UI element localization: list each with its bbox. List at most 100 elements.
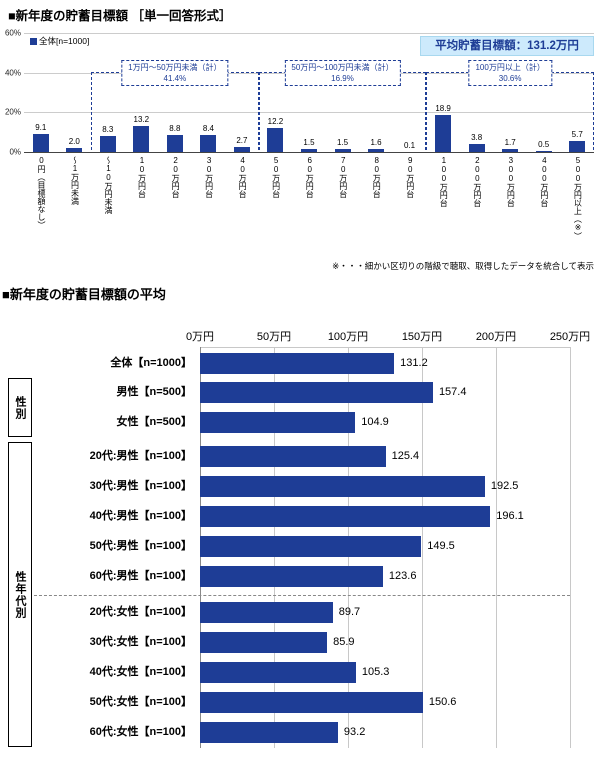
bar: [200, 135, 217, 152]
x-axis-category-text: 400万円台: [539, 156, 549, 207]
x-axis-category-text: 40万円台: [238, 156, 248, 198]
bar: [200, 476, 485, 497]
averages-plot-top-border: [200, 347, 570, 348]
legend: 全体[n=1000]: [30, 35, 89, 47]
bar-value-label: 89.7: [338, 606, 361, 618]
bar-value-label: 1.7: [504, 137, 516, 147]
bar: [200, 382, 433, 403]
row-group-label: 性年代別: [14, 570, 26, 619]
bar-value-label: 0.5: [538, 140, 550, 149]
x-axis-category-text: 70万円台: [338, 156, 348, 198]
x-tick-label: 250万円: [549, 331, 591, 343]
bar: [200, 506, 491, 527]
annotation-range-label: 1万円～50万円未満（計）: [128, 63, 222, 72]
x-axis-category-label: 10万円台: [125, 156, 159, 264]
x-axis-category-label: 500万円以上（※）: [560, 156, 594, 264]
bar-value-label: 105.3: [361, 666, 390, 678]
bar: [200, 632, 328, 653]
row-group-box: 性別: [8, 378, 32, 437]
y-tick-label: 60%: [4, 28, 21, 38]
x-axis-category-label: 60万円台: [292, 156, 326, 264]
row-label: 20代:男性【n=100】: [89, 450, 192, 462]
x-axis-category-text: 60万円台: [305, 156, 315, 198]
legend-label: 全体[n=1000]: [39, 36, 90, 46]
bar: [200, 722, 338, 743]
bar-value-label: 2.0: [68, 137, 80, 147]
x-tick-label: 0万円: [185, 331, 215, 343]
bar: [368, 148, 385, 152]
row-group-label: 性別: [14, 395, 26, 420]
bar: [401, 151, 418, 152]
annotation-range-label: 50万円～100万円未満（計）: [291, 63, 394, 72]
annotation-label-box: 100万円以上（計） 30.6%: [468, 60, 552, 87]
averages-chart-title: ■新年度の貯蓄目標額の平均: [2, 287, 166, 302]
x-axis-category-label: 100万円台: [426, 156, 460, 264]
bar-value-label: 1.5: [303, 138, 315, 148]
bar-value-label: 85.9: [333, 636, 355, 648]
annotation-label-box: 50万円～100万円未満（計） 16.9%: [284, 60, 401, 87]
x-axis-category-text: 20万円台: [171, 156, 181, 198]
x-axis-category-label: 80万円台: [359, 156, 393, 264]
bar: [200, 412, 356, 433]
x-axis-category-label: 300万円台: [493, 156, 527, 264]
annotation-label-box: 1万円～50万円未満（計） 41.4%: [121, 60, 229, 87]
annotation-total-value: 30.6%: [498, 74, 522, 84]
bar-value-label: 5.7: [571, 129, 583, 139]
bar-value-label: 125.4: [391, 450, 420, 462]
distribution-chart-title: ■新年度の貯蓄目標額 ［単一回答形式］: [8, 9, 232, 23]
row-label: 全体【n=1000】: [110, 357, 192, 369]
y-tick-label: 0%: [9, 147, 21, 157]
x-axis-category-text: ～10万円未満: [104, 156, 113, 214]
bar: [32, 133, 49, 152]
row-label: 40代:女性【n=100】: [89, 666, 192, 678]
annotation-range-label: 100万円以上（計）: [475, 63, 545, 72]
x-axis-category-text: ～1万円未満: [70, 156, 80, 205]
gridline: [570, 347, 571, 748]
x-tick-label: 150万円: [401, 331, 443, 343]
bar: [200, 692, 423, 713]
bar: [200, 446, 386, 467]
annotation-total-value: 16.9%: [331, 74, 354, 84]
y-tick-label: 40%: [4, 68, 21, 78]
bar: [301, 149, 317, 152]
bar: [535, 151, 552, 152]
bar: [233, 146, 250, 152]
bar-value-label: 13.2: [133, 114, 150, 124]
bar: [99, 135, 116, 152]
y-tick-label: 20%: [4, 107, 21, 117]
x-axis-category-text: 0円（目標額なし）: [36, 156, 46, 229]
gridline: [496, 347, 497, 748]
bar-value-label: 196.1: [496, 510, 524, 522]
row-label: 女性【n=500】: [116, 416, 193, 428]
bar-value-label: 157.4: [438, 386, 467, 398]
row-label: 男性【n=500】: [116, 386, 193, 398]
x-tick-label: 50万円: [256, 331, 292, 343]
row-label: 30代:男性【n=100】: [89, 480, 192, 492]
x-axis-category-text: 80万円台: [372, 156, 382, 198]
x-axis-category-text: 300万円台: [506, 156, 516, 207]
row-label: 50代:男性【n=100】: [89, 540, 192, 552]
bar-value-label: 8.8: [169, 123, 181, 133]
annotation-bracket: 100万円以上（計） 30.6%: [426, 60, 594, 150]
row-label: 60代:女性【n=100】: [89, 726, 192, 738]
x-axis-category-text: 100万円台: [439, 156, 449, 207]
x-axis-category-text: 200万円台: [472, 156, 482, 207]
x-axis-category-label: ～10万円未満: [91, 156, 125, 264]
bar-value-label: 18.9: [435, 103, 451, 113]
bar: [166, 134, 183, 152]
row-label: 60代:男性【n=100】: [89, 570, 192, 582]
legend-swatch-icon: [30, 37, 37, 45]
x-axis-category-text: 30万円台: [204, 156, 214, 198]
x-axis-line: [24, 152, 594, 153]
x-axis-category-label: 20万円台: [158, 156, 192, 264]
bar: [200, 536, 422, 557]
row-label: 40代:男性【n=100】: [89, 510, 192, 522]
annotation-bracket: 1万円～50万円未満（計） 41.4%: [91, 60, 259, 150]
bar-value-label: 131.2: [400, 357, 428, 369]
bar: [200, 353, 395, 374]
bar: [200, 602, 333, 623]
row-label: 20代:女性【n=100】: [89, 606, 192, 618]
bar: [502, 148, 519, 152]
row-group-box: 性年代別: [8, 442, 32, 747]
